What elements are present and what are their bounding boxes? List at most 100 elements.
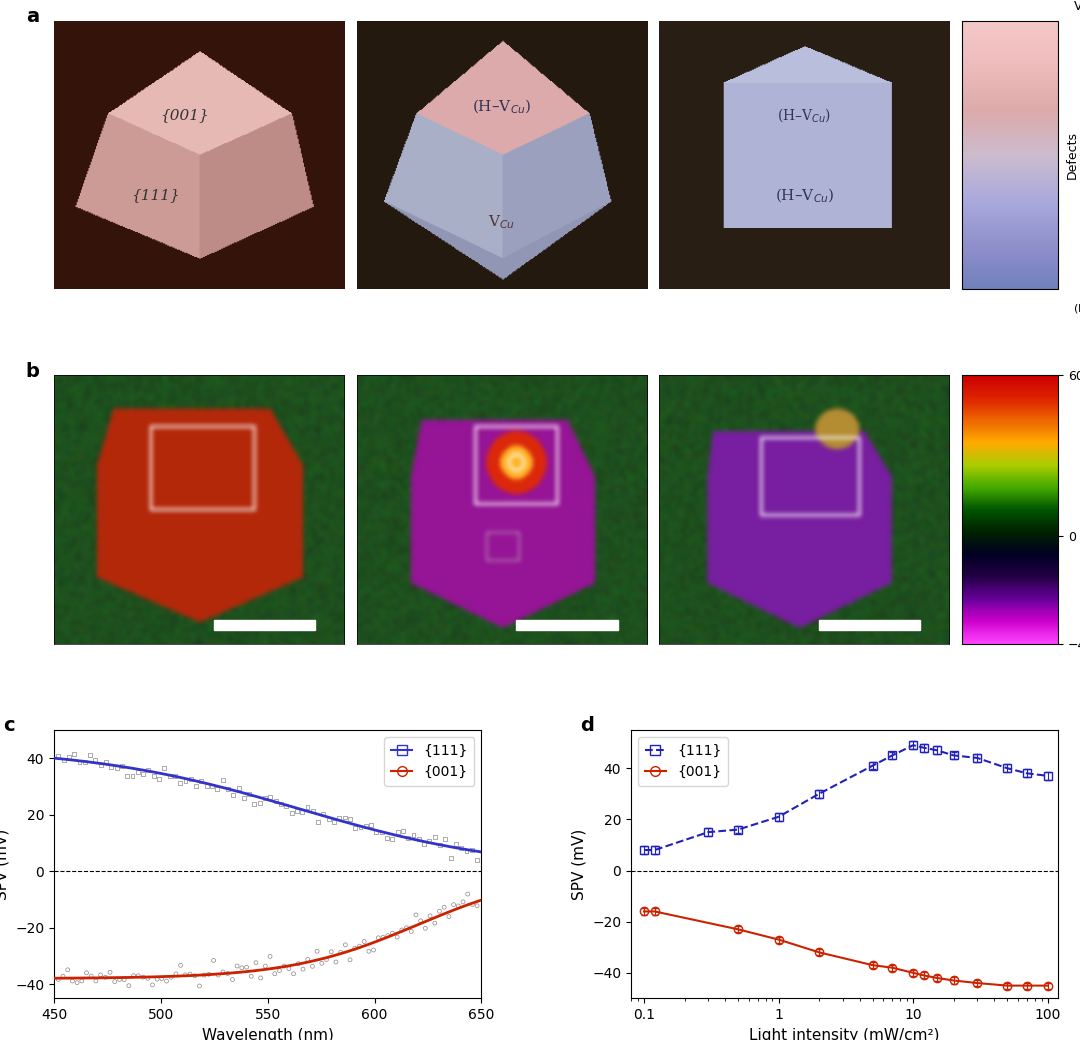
- Point: [368, 824, 386, 840]
- Point: [357, 817, 375, 834]
- {001}: [161, 970, 174, 983]
- Point: [66, 746, 83, 762]
- Y-axis label: SPV (mV): SPV (mV): [571, 829, 586, 900]
- Point: [148, 971, 165, 988]
- Point: [181, 966, 199, 983]
- Point: [108, 759, 125, 776]
- Point: [378, 830, 395, 847]
- Point: [314, 806, 332, 823]
- Text: b: b: [26, 362, 40, 381]
- Point: [299, 799, 316, 815]
- Point: [153, 970, 171, 987]
- Point: [135, 766, 152, 783]
- Point: [436, 831, 454, 848]
- Point: [145, 768, 162, 784]
- Point: [116, 971, 133, 988]
- Point: [261, 948, 279, 965]
- Text: (H–V$_{Cu}$): (H–V$_{Cu}$): [1072, 303, 1080, 316]
- Point: [208, 780, 226, 797]
- {001}: [65, 972, 78, 985]
- Point: [299, 952, 316, 968]
- Line: {001}: {001}: [54, 900, 482, 979]
- Point: [219, 965, 237, 982]
- Point: [351, 938, 368, 955]
- Point: [71, 754, 89, 771]
- Point: [214, 964, 231, 981]
- Point: [427, 915, 444, 932]
- {111}: [73, 755, 86, 768]
- {001}: [454, 902, 467, 914]
- Point: [458, 842, 475, 859]
- Point: [383, 925, 401, 941]
- {001}: [48, 972, 60, 985]
- Point: [410, 831, 428, 848]
- {001}: [438, 907, 451, 919]
- Point: [435, 899, 453, 915]
- Point: [421, 908, 438, 925]
- Point: [469, 852, 486, 868]
- X-axis label: Wavelength (nm): Wavelength (nm): [202, 1028, 334, 1040]
- Point: [203, 778, 220, 795]
- Point: [352, 820, 369, 836]
- Point: [318, 952, 335, 968]
- Point: [166, 768, 184, 784]
- {111}: [127, 762, 140, 775]
- Point: [361, 943, 378, 960]
- Point: [177, 966, 194, 983]
- Point: [156, 759, 173, 776]
- Point: [463, 896, 481, 913]
- Point: [195, 967, 213, 984]
- Point: [313, 955, 330, 971]
- Point: [411, 912, 429, 929]
- Point: [130, 763, 147, 780]
- Point: [453, 840, 470, 857]
- Point: [389, 824, 406, 840]
- Point: [416, 836, 433, 853]
- Point: [397, 919, 415, 936]
- Point: [363, 816, 380, 833]
- Point: [347, 820, 364, 836]
- Line: {111}: {111}: [54, 758, 482, 852]
- Point: [327, 954, 345, 970]
- Point: [191, 978, 208, 994]
- Point: [355, 933, 373, 950]
- {001}: [73, 971, 86, 984]
- Point: [455, 893, 472, 910]
- Point: [167, 965, 185, 982]
- Point: [130, 967, 147, 984]
- Point: [421, 833, 438, 850]
- Point: [219, 781, 237, 798]
- Point: [261, 789, 279, 806]
- Point: [309, 943, 326, 960]
- Point: [341, 952, 359, 968]
- Point: [177, 773, 194, 789]
- Text: {111}: {111}: [132, 188, 180, 203]
- Point: [369, 930, 387, 946]
- Point: [407, 907, 424, 924]
- Point: [246, 796, 264, 812]
- Point: [92, 966, 109, 983]
- Point: [394, 823, 411, 839]
- Point: [400, 830, 417, 847]
- Point: [186, 967, 203, 984]
- Point: [267, 792, 284, 809]
- Point: [252, 969, 269, 986]
- Point: [113, 757, 131, 774]
- Point: [442, 850, 459, 866]
- Point: [332, 944, 349, 961]
- Point: [427, 829, 444, 846]
- Point: [241, 785, 258, 802]
- Point: [106, 973, 123, 990]
- Text: (H–V$_{Cu}$): (H–V$_{Cu}$): [472, 98, 531, 115]
- {111}: [161, 769, 174, 781]
- Point: [205, 952, 222, 968]
- Point: [256, 789, 273, 806]
- Point: [285, 965, 302, 982]
- Point: [50, 748, 67, 764]
- Point: [393, 921, 410, 938]
- Point: [229, 958, 246, 974]
- Point: [283, 805, 300, 822]
- Point: [235, 790, 253, 807]
- Point: [103, 758, 120, 775]
- Point: [124, 768, 141, 784]
